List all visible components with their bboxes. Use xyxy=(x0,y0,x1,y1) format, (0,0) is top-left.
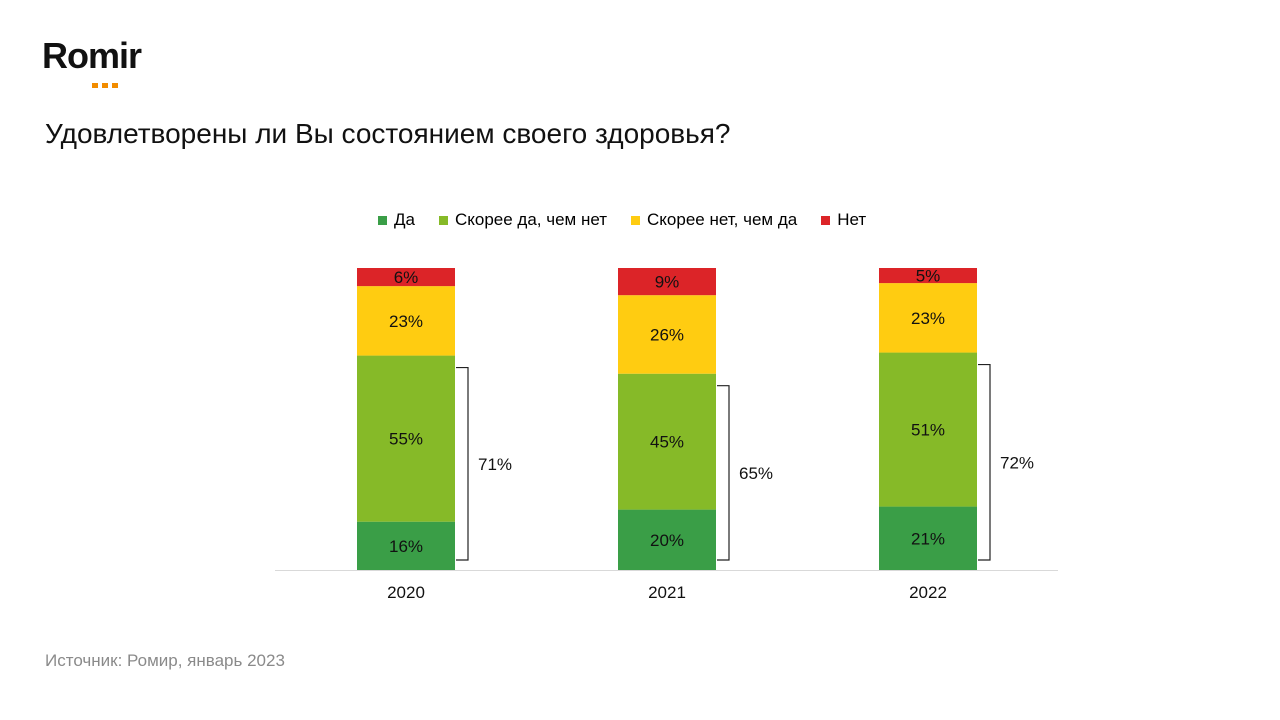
legend-label-rather-no: Скорее нет, чем да xyxy=(647,210,798,229)
bar-value-label: 23% xyxy=(911,309,945,328)
bar-value-label: 20% xyxy=(650,531,684,550)
bar-value-label: 6% xyxy=(394,268,419,287)
bracket-total-label: 71% xyxy=(478,455,512,474)
bar-segment xyxy=(618,509,716,570)
bar-value-label: 21% xyxy=(911,529,945,548)
legend-label-no: Нет xyxy=(837,210,867,229)
bar-segment xyxy=(618,373,716,510)
legend-item-rather-yes: Скорее да, чем нет xyxy=(438,210,608,230)
bar-value-label: 26% xyxy=(650,325,684,344)
bar-value-label: 51% xyxy=(911,421,945,440)
bar-value-label: 5% xyxy=(916,267,941,286)
legend-swatch-rather-no xyxy=(631,215,641,225)
legend-item-no: Нет xyxy=(821,210,866,230)
source-note: Источник: Ромир, январь 2023 xyxy=(45,651,285,670)
chart-legend: Да Скорее да, чем нет Скорее нет, чем да… xyxy=(378,210,890,230)
bar-segment xyxy=(879,268,977,284)
logo-text: Romir xyxy=(42,35,142,76)
romir-logo: Romir xyxy=(42,35,142,88)
bracket-total-label: 65% xyxy=(739,464,773,483)
legend-item-yes: Да xyxy=(378,210,415,230)
bar-value-label: 45% xyxy=(650,433,684,452)
bar-segment xyxy=(879,506,977,570)
slide-title: Удовлетворены ли Вы состоянием своего зд… xyxy=(45,118,731,149)
x-tick-label: 2020 xyxy=(387,583,425,602)
legend-label-yes: Да xyxy=(394,210,415,229)
bar-segment xyxy=(357,268,455,287)
bar-segment xyxy=(618,295,716,374)
logo-dots xyxy=(92,75,122,93)
legend-swatch-rather-yes xyxy=(438,215,448,225)
logo-dot xyxy=(92,83,98,88)
bar-value-label: 23% xyxy=(389,312,423,331)
x-tick-label: 2021 xyxy=(648,583,686,602)
bar-segment xyxy=(357,521,455,570)
bar-segment xyxy=(618,268,716,296)
bar-segment xyxy=(357,286,455,356)
legend-swatch-no xyxy=(821,215,831,225)
legend-item-rather-no: Скорее нет, чем да xyxy=(631,210,797,230)
bar-value-label: 9% xyxy=(655,273,680,292)
x-tick-label: 2022 xyxy=(909,583,947,602)
bracket-total-label: 72% xyxy=(1000,453,1034,472)
logo-dot xyxy=(102,83,108,88)
bar-segment xyxy=(357,355,455,522)
total-bracket xyxy=(456,366,469,561)
legend-swatch-yes xyxy=(378,215,387,225)
total-bracket xyxy=(717,385,730,561)
logo-dot xyxy=(112,83,118,88)
legend-label-rather-yes: Скорее да, чем нет xyxy=(454,210,608,229)
bar-segment xyxy=(879,352,977,507)
bar-segment xyxy=(879,283,977,353)
bar-value-label: 55% xyxy=(389,430,423,449)
total-bracket xyxy=(978,363,991,561)
bar-value-label: 16% xyxy=(389,537,423,556)
